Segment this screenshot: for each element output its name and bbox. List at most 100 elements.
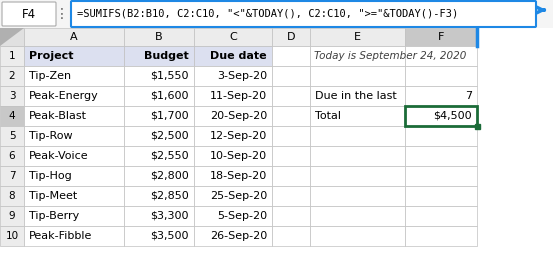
Text: E: E <box>354 32 361 42</box>
Text: C: C <box>229 32 237 42</box>
Text: 5-Sep-20: 5-Sep-20 <box>217 211 267 221</box>
Bar <box>24 146 124 166</box>
Bar <box>124 206 194 226</box>
Bar <box>24 28 124 46</box>
Text: Tip-Zen: Tip-Zen <box>29 71 71 81</box>
Bar <box>124 226 194 246</box>
Text: Tip-Berry: Tip-Berry <box>29 211 79 221</box>
Bar <box>194 126 272 146</box>
Text: 6: 6 <box>9 151 15 161</box>
Bar <box>310 66 405 86</box>
Text: 26-Sep-20: 26-Sep-20 <box>210 231 267 241</box>
Bar <box>310 166 405 186</box>
Bar <box>24 66 124 86</box>
Bar <box>272 126 310 146</box>
Text: Today is September 24, 2020: Today is September 24, 2020 <box>314 51 466 61</box>
Text: ⋮: ⋮ <box>55 7 69 21</box>
Text: Tip-Meet: Tip-Meet <box>29 191 77 201</box>
Bar <box>310 86 405 106</box>
Text: 10-Sep-20: 10-Sep-20 <box>210 151 267 161</box>
Bar <box>124 166 194 186</box>
Bar <box>0 86 24 106</box>
Bar <box>405 46 477 66</box>
Text: $4,500: $4,500 <box>434 111 472 121</box>
Bar <box>272 66 310 86</box>
Bar <box>405 166 477 186</box>
Text: $3,300: $3,300 <box>150 211 189 221</box>
Bar <box>310 126 405 146</box>
Text: Peak-Voice: Peak-Voice <box>29 151 88 161</box>
Bar <box>272 28 310 46</box>
Text: $3,500: $3,500 <box>150 231 189 241</box>
Text: 8: 8 <box>9 191 15 201</box>
Bar <box>272 226 310 246</box>
Bar <box>405 126 477 146</box>
Bar <box>124 126 194 146</box>
Text: 20-Sep-20: 20-Sep-20 <box>210 111 267 121</box>
Bar <box>272 46 310 66</box>
Bar <box>194 66 272 86</box>
Text: D: D <box>287 32 295 42</box>
Bar <box>24 186 124 206</box>
Bar <box>24 46 124 66</box>
Bar <box>124 28 194 46</box>
Text: 25-Sep-20: 25-Sep-20 <box>210 191 267 201</box>
Text: Peak-Fibble: Peak-Fibble <box>29 231 92 241</box>
Text: F4: F4 <box>22 7 36 20</box>
Text: 11-Sep-20: 11-Sep-20 <box>210 91 267 101</box>
Text: 9: 9 <box>9 211 15 221</box>
Text: $2,850: $2,850 <box>150 191 189 201</box>
Bar <box>0 206 24 226</box>
Bar <box>310 226 405 246</box>
Bar <box>124 186 194 206</box>
Bar <box>0 166 24 186</box>
Text: $1,550: $1,550 <box>150 71 189 81</box>
Bar <box>24 206 124 226</box>
Bar <box>124 146 194 166</box>
Text: $2,550: $2,550 <box>150 151 189 161</box>
Text: $2,500: $2,500 <box>150 131 189 141</box>
Bar <box>124 46 194 66</box>
Bar <box>310 206 405 226</box>
Bar <box>194 106 272 126</box>
Bar <box>0 0 553 28</box>
Bar <box>194 46 272 66</box>
Bar <box>194 146 272 166</box>
FancyBboxPatch shape <box>71 1 536 27</box>
Text: 12-Sep-20: 12-Sep-20 <box>210 131 267 141</box>
Text: F: F <box>438 32 444 42</box>
Bar <box>272 146 310 166</box>
Bar <box>194 166 272 186</box>
Bar <box>24 226 124 246</box>
Text: B: B <box>155 32 163 42</box>
Bar <box>0 106 24 126</box>
Bar <box>405 28 477 46</box>
Bar <box>0 126 24 146</box>
Text: Due date: Due date <box>210 51 267 61</box>
Text: Tip-Row: Tip-Row <box>29 131 72 141</box>
Text: Tip-Hog: Tip-Hog <box>29 171 72 181</box>
Bar <box>405 86 477 106</box>
Bar <box>0 226 24 246</box>
Bar <box>0 146 24 166</box>
Bar <box>0 0 553 28</box>
Text: Peak-Blast: Peak-Blast <box>29 111 87 121</box>
Bar <box>310 186 405 206</box>
Text: $1,700: $1,700 <box>150 111 189 121</box>
Text: Total: Total <box>315 111 341 121</box>
Text: Peak-Energy: Peak-Energy <box>29 91 99 101</box>
Bar <box>24 166 124 186</box>
Bar <box>272 106 310 126</box>
Text: 5: 5 <box>9 131 15 141</box>
Text: Project: Project <box>29 51 74 61</box>
Bar <box>310 106 405 126</box>
Bar <box>24 126 124 146</box>
Bar <box>24 86 124 106</box>
Text: 7: 7 <box>465 91 472 101</box>
Bar <box>405 66 477 86</box>
Bar <box>272 86 310 106</box>
Bar <box>124 106 194 126</box>
Bar <box>405 106 477 126</box>
Bar <box>194 28 272 46</box>
Bar <box>194 226 272 246</box>
